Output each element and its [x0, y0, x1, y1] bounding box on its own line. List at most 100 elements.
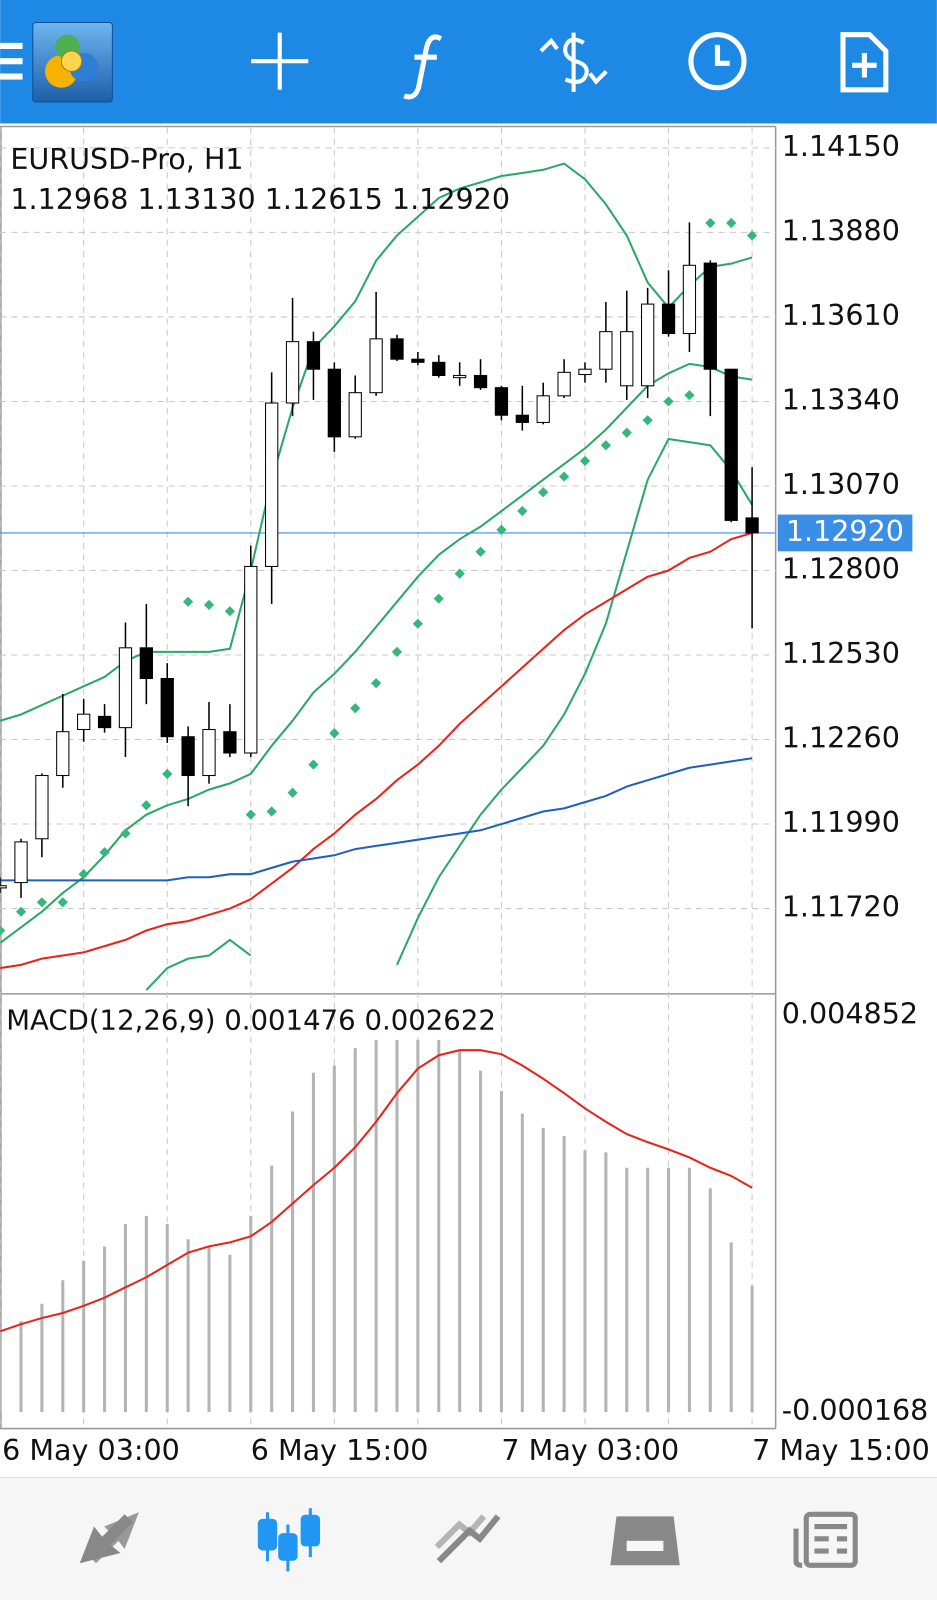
sar-dot — [0, 925, 6, 936]
sar-dot — [621, 427, 632, 438]
menu-button[interactable] — [0, 42, 23, 80]
macd-title: MACD(12,26,9) — [6, 1004, 215, 1036]
news-tab[interactable] — [793, 1511, 858, 1568]
indicator-line — [0, 362, 753, 944]
sar-dot — [15, 906, 27, 917]
y-tick-label: -0.000168 — [782, 1393, 929, 1427]
bottom-nav — [0, 1477, 937, 1600]
y-tick-label: 1.13340 — [782, 382, 900, 416]
candle-body — [181, 736, 195, 777]
signal-value: 0.002622 — [364, 1004, 495, 1036]
sar-dot — [642, 415, 653, 426]
current-price-box — [777, 514, 913, 552]
candle-body — [557, 371, 571, 397]
indicators-button[interactable] — [403, 34, 443, 100]
sar-dot — [99, 847, 110, 858]
toolbar — [0, 0, 937, 124]
x-tick-label: 7 May 15:00 — [752, 1433, 930, 1467]
y-tick-label: 1.11990 — [782, 805, 900, 839]
x-tick-label: 6 May 15:00 — [251, 1433, 429, 1467]
sar-dot — [329, 728, 340, 739]
x-tick-label: 6 May 03:00 — [2, 1433, 180, 1467]
candle-body — [411, 358, 425, 363]
chart-tab[interactable] — [257, 1508, 321, 1572]
candle-body — [682, 264, 697, 335]
sar-dot — [538, 487, 549, 498]
y-tick-label: 1.13610 — [782, 298, 900, 332]
sar-dot — [36, 897, 48, 908]
panel-frame — [0, 125, 777, 1430]
app-logo[interactable] — [32, 21, 113, 103]
sar-dot — [266, 806, 277, 817]
sar-dot — [371, 678, 382, 689]
candle-body — [724, 368, 738, 521]
quotes-tab[interactable] — [79, 1512, 139, 1564]
candle-body — [118, 647, 133, 729]
candle-body — [453, 374, 467, 379]
signal-line — [0, 1049, 753, 1333]
sar-dot — [559, 471, 570, 482]
sar-dot — [120, 828, 131, 839]
candle-body — [348, 392, 362, 438]
candle-body — [599, 331, 613, 370]
sar-dot — [162, 768, 173, 780]
x-tick-label: 7 May 03:00 — [501, 1433, 679, 1467]
sar-dot — [203, 599, 215, 611]
candle-body — [56, 731, 70, 777]
sar-dot — [224, 606, 235, 617]
candle-body — [244, 565, 258, 754]
sar-dot — [663, 396, 674, 407]
sar-dot — [350, 703, 361, 714]
y-tick-label: 1.14150 — [782, 129, 900, 163]
macd-header: MACD(12,26,9) 0.001476 0.002622 — [6, 1004, 496, 1036]
candle-body — [661, 303, 676, 335]
sar-dot — [517, 505, 528, 517]
indicator-line — [0, 757, 753, 882]
indicator-line — [145, 437, 753, 991]
sar-dot — [496, 524, 507, 535]
candle-body — [223, 731, 237, 754]
candle-body — [536, 395, 550, 423]
sar-dot — [433, 593, 444, 604]
candle-body — [327, 368, 341, 438]
y-tick-label: 1.12260 — [782, 721, 900, 755]
candle-body — [77, 713, 91, 731]
crosshair-button[interactable] — [251, 32, 309, 90]
candle-body — [703, 262, 717, 370]
sar-dot — [78, 869, 89, 880]
candle-body — [494, 387, 509, 416]
history-button[interactable] — [688, 32, 747, 91]
candle-body — [160, 677, 174, 738]
sar-dot — [287, 787, 298, 798]
new-order-button[interactable] — [840, 32, 889, 93]
sar-dot — [308, 759, 319, 770]
sar-dot — [705, 217, 716, 229]
candle-body — [0, 885, 7, 889]
candle-body — [641, 303, 655, 387]
sar-dot — [475, 546, 486, 557]
candle-body — [620, 331, 634, 387]
sar-dot — [412, 618, 423, 629]
candle-body — [97, 715, 112, 729]
sar-dot — [684, 390, 695, 401]
candle-body — [515, 414, 529, 423]
y-tick-label: 1.13070 — [782, 467, 900, 501]
trade-tab[interactable] — [434, 1514, 501, 1564]
trade-button[interactable] — [539, 32, 608, 92]
candle-body — [35, 775, 49, 840]
candle-body — [390, 338, 404, 360]
sar-dot — [183, 596, 194, 607]
candle-body — [745, 517, 759, 534]
candle-body — [265, 402, 279, 567]
indicator-line — [0, 531, 753, 970]
candle-body — [432, 361, 446, 376]
sar-dot — [141, 800, 152, 811]
candle-body — [202, 729, 216, 777]
y-tick-label: 1.13880 — [782, 213, 900, 247]
candle-body — [473, 374, 488, 389]
history-tab[interactable] — [610, 1516, 680, 1566]
candle-body — [578, 368, 592, 376]
sar-dot — [579, 455, 591, 467]
